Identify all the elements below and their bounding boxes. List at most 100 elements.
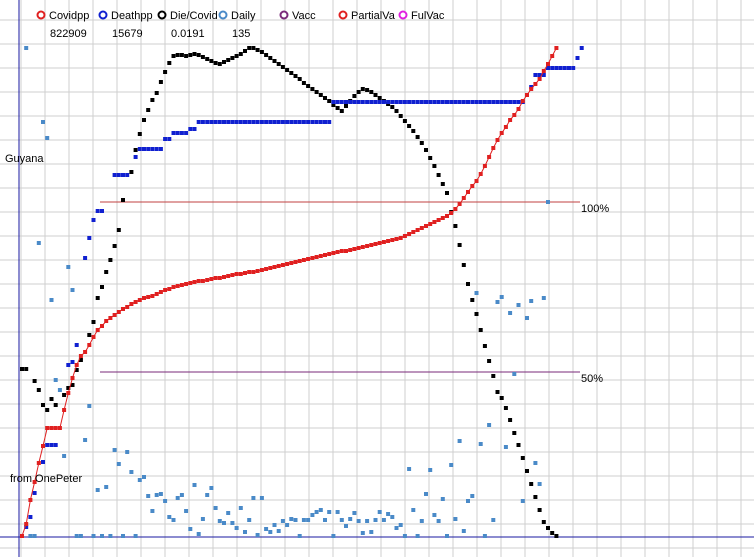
data-point [137, 478, 142, 482]
data-point [179, 283, 184, 287]
data-point [461, 100, 466, 104]
data-point [285, 523, 290, 527]
data-point [146, 494, 151, 498]
data-point [53, 403, 58, 407]
data-point [100, 209, 104, 213]
data-point [272, 120, 277, 124]
data-point [154, 493, 159, 497]
data-point [415, 100, 420, 104]
data-point [344, 249, 348, 253]
data-point [112, 313, 117, 317]
data-point [243, 49, 247, 53]
data-point [546, 200, 550, 204]
legend-value: 135 [232, 28, 250, 40]
data-point [150, 147, 155, 151]
data-point [571, 66, 576, 70]
data-point [306, 120, 311, 124]
data-point [318, 254, 323, 258]
data-point [280, 519, 285, 523]
legend-label: PartialVa [351, 10, 396, 22]
data-point [41, 120, 45, 124]
data-point [205, 57, 210, 61]
data-point [238, 506, 243, 510]
data-point [541, 73, 546, 77]
data-point [457, 202, 462, 206]
data-point [432, 164, 437, 168]
data-point [158, 80, 163, 84]
data-point [436, 173, 441, 177]
data-point [550, 531, 555, 535]
data-point [146, 108, 151, 112]
data-point [411, 129, 416, 133]
data-point [297, 534, 302, 538]
data-point [49, 397, 54, 401]
data-point [453, 207, 458, 211]
data-point [188, 53, 193, 57]
data-point [398, 100, 403, 104]
data-point [478, 172, 483, 176]
data-point [402, 100, 407, 104]
data-point [238, 272, 243, 276]
data-point [289, 120, 294, 124]
data-point [45, 443, 50, 447]
data-point [386, 512, 391, 516]
data-point [238, 52, 243, 56]
data-point [200, 279, 205, 283]
data-point [365, 519, 370, 523]
data-point [478, 442, 483, 446]
data-point [167, 287, 172, 291]
data-point [146, 147, 151, 151]
data-point [407, 232, 412, 236]
data-point [348, 100, 353, 104]
data-point [125, 173, 130, 177]
data-point [314, 120, 319, 124]
data-point [314, 255, 319, 259]
data-point [83, 438, 88, 442]
data-point [546, 66, 550, 70]
reference-label-100: 100% [581, 203, 609, 215]
data-point [121, 307, 125, 311]
data-point [495, 138, 500, 142]
data-point [108, 258, 113, 262]
data-point [310, 120, 315, 124]
data-point [323, 518, 327, 522]
data-point [276, 62, 281, 66]
data-point [369, 90, 374, 94]
data-point [503, 406, 508, 410]
data-point [360, 245, 365, 249]
data-point [45, 408, 50, 412]
data-point [230, 521, 235, 525]
data-point [491, 374, 496, 378]
data-point [213, 61, 218, 65]
data-point [428, 156, 433, 160]
data-point [503, 125, 508, 129]
data-point [398, 523, 403, 527]
data-point [32, 534, 37, 538]
data-point [62, 408, 67, 412]
data-point [91, 335, 96, 339]
data-point [57, 388, 62, 392]
data-point [116, 228, 121, 232]
data-point [226, 274, 231, 278]
data-point [121, 534, 125, 538]
data-point [432, 220, 437, 224]
data-point [318, 508, 323, 512]
data-point [41, 444, 45, 448]
data-point [419, 141, 424, 145]
data-point [550, 66, 555, 70]
data-point [344, 104, 348, 108]
data-point [356, 100, 361, 104]
data-point [331, 103, 336, 107]
data-point [491, 146, 496, 150]
data-point [411, 230, 416, 234]
data-point [293, 260, 298, 264]
data-point [62, 454, 67, 458]
data-point [226, 511, 231, 515]
data-point [575, 56, 580, 60]
data-point [360, 531, 365, 535]
data-point [474, 312, 479, 316]
data-point [264, 267, 269, 271]
legend-value: 15679 [112, 28, 143, 40]
data-point [327, 252, 332, 256]
legend-value: 0.0191 [171, 28, 205, 40]
